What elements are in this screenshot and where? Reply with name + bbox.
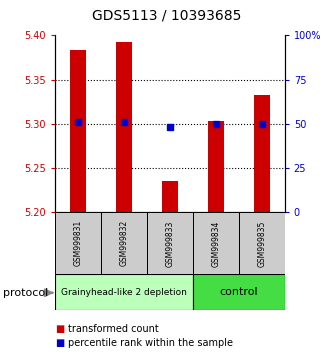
Text: GSM999834: GSM999834: [211, 220, 220, 267]
Bar: [254, 95, 270, 212]
Bar: [208, 121, 224, 212]
Bar: [239, 212, 285, 274]
Text: GSM999833: GSM999833: [165, 220, 174, 267]
Bar: [193, 274, 285, 310]
Bar: [55, 274, 193, 310]
Text: GSM999835: GSM999835: [257, 220, 266, 267]
Text: ■: ■: [55, 324, 64, 333]
Bar: [162, 182, 178, 212]
Bar: [116, 42, 132, 212]
Text: GSM999831: GSM999831: [73, 220, 83, 267]
Text: control: control: [219, 287, 258, 297]
Text: GSM999832: GSM999832: [119, 220, 129, 267]
Bar: [101, 212, 147, 274]
Text: Grainyhead-like 2 depletion: Grainyhead-like 2 depletion: [61, 287, 187, 297]
Text: GDS5113 / 10393685: GDS5113 / 10393685: [92, 9, 241, 23]
Bar: [55, 212, 101, 274]
Bar: [70, 51, 86, 212]
Bar: [147, 212, 193, 274]
Text: protocol: protocol: [3, 288, 49, 298]
Bar: [193, 212, 239, 274]
Text: transformed count: transformed count: [68, 324, 159, 333]
Text: ■: ■: [55, 338, 64, 348]
Text: percentile rank within the sample: percentile rank within the sample: [68, 338, 233, 348]
